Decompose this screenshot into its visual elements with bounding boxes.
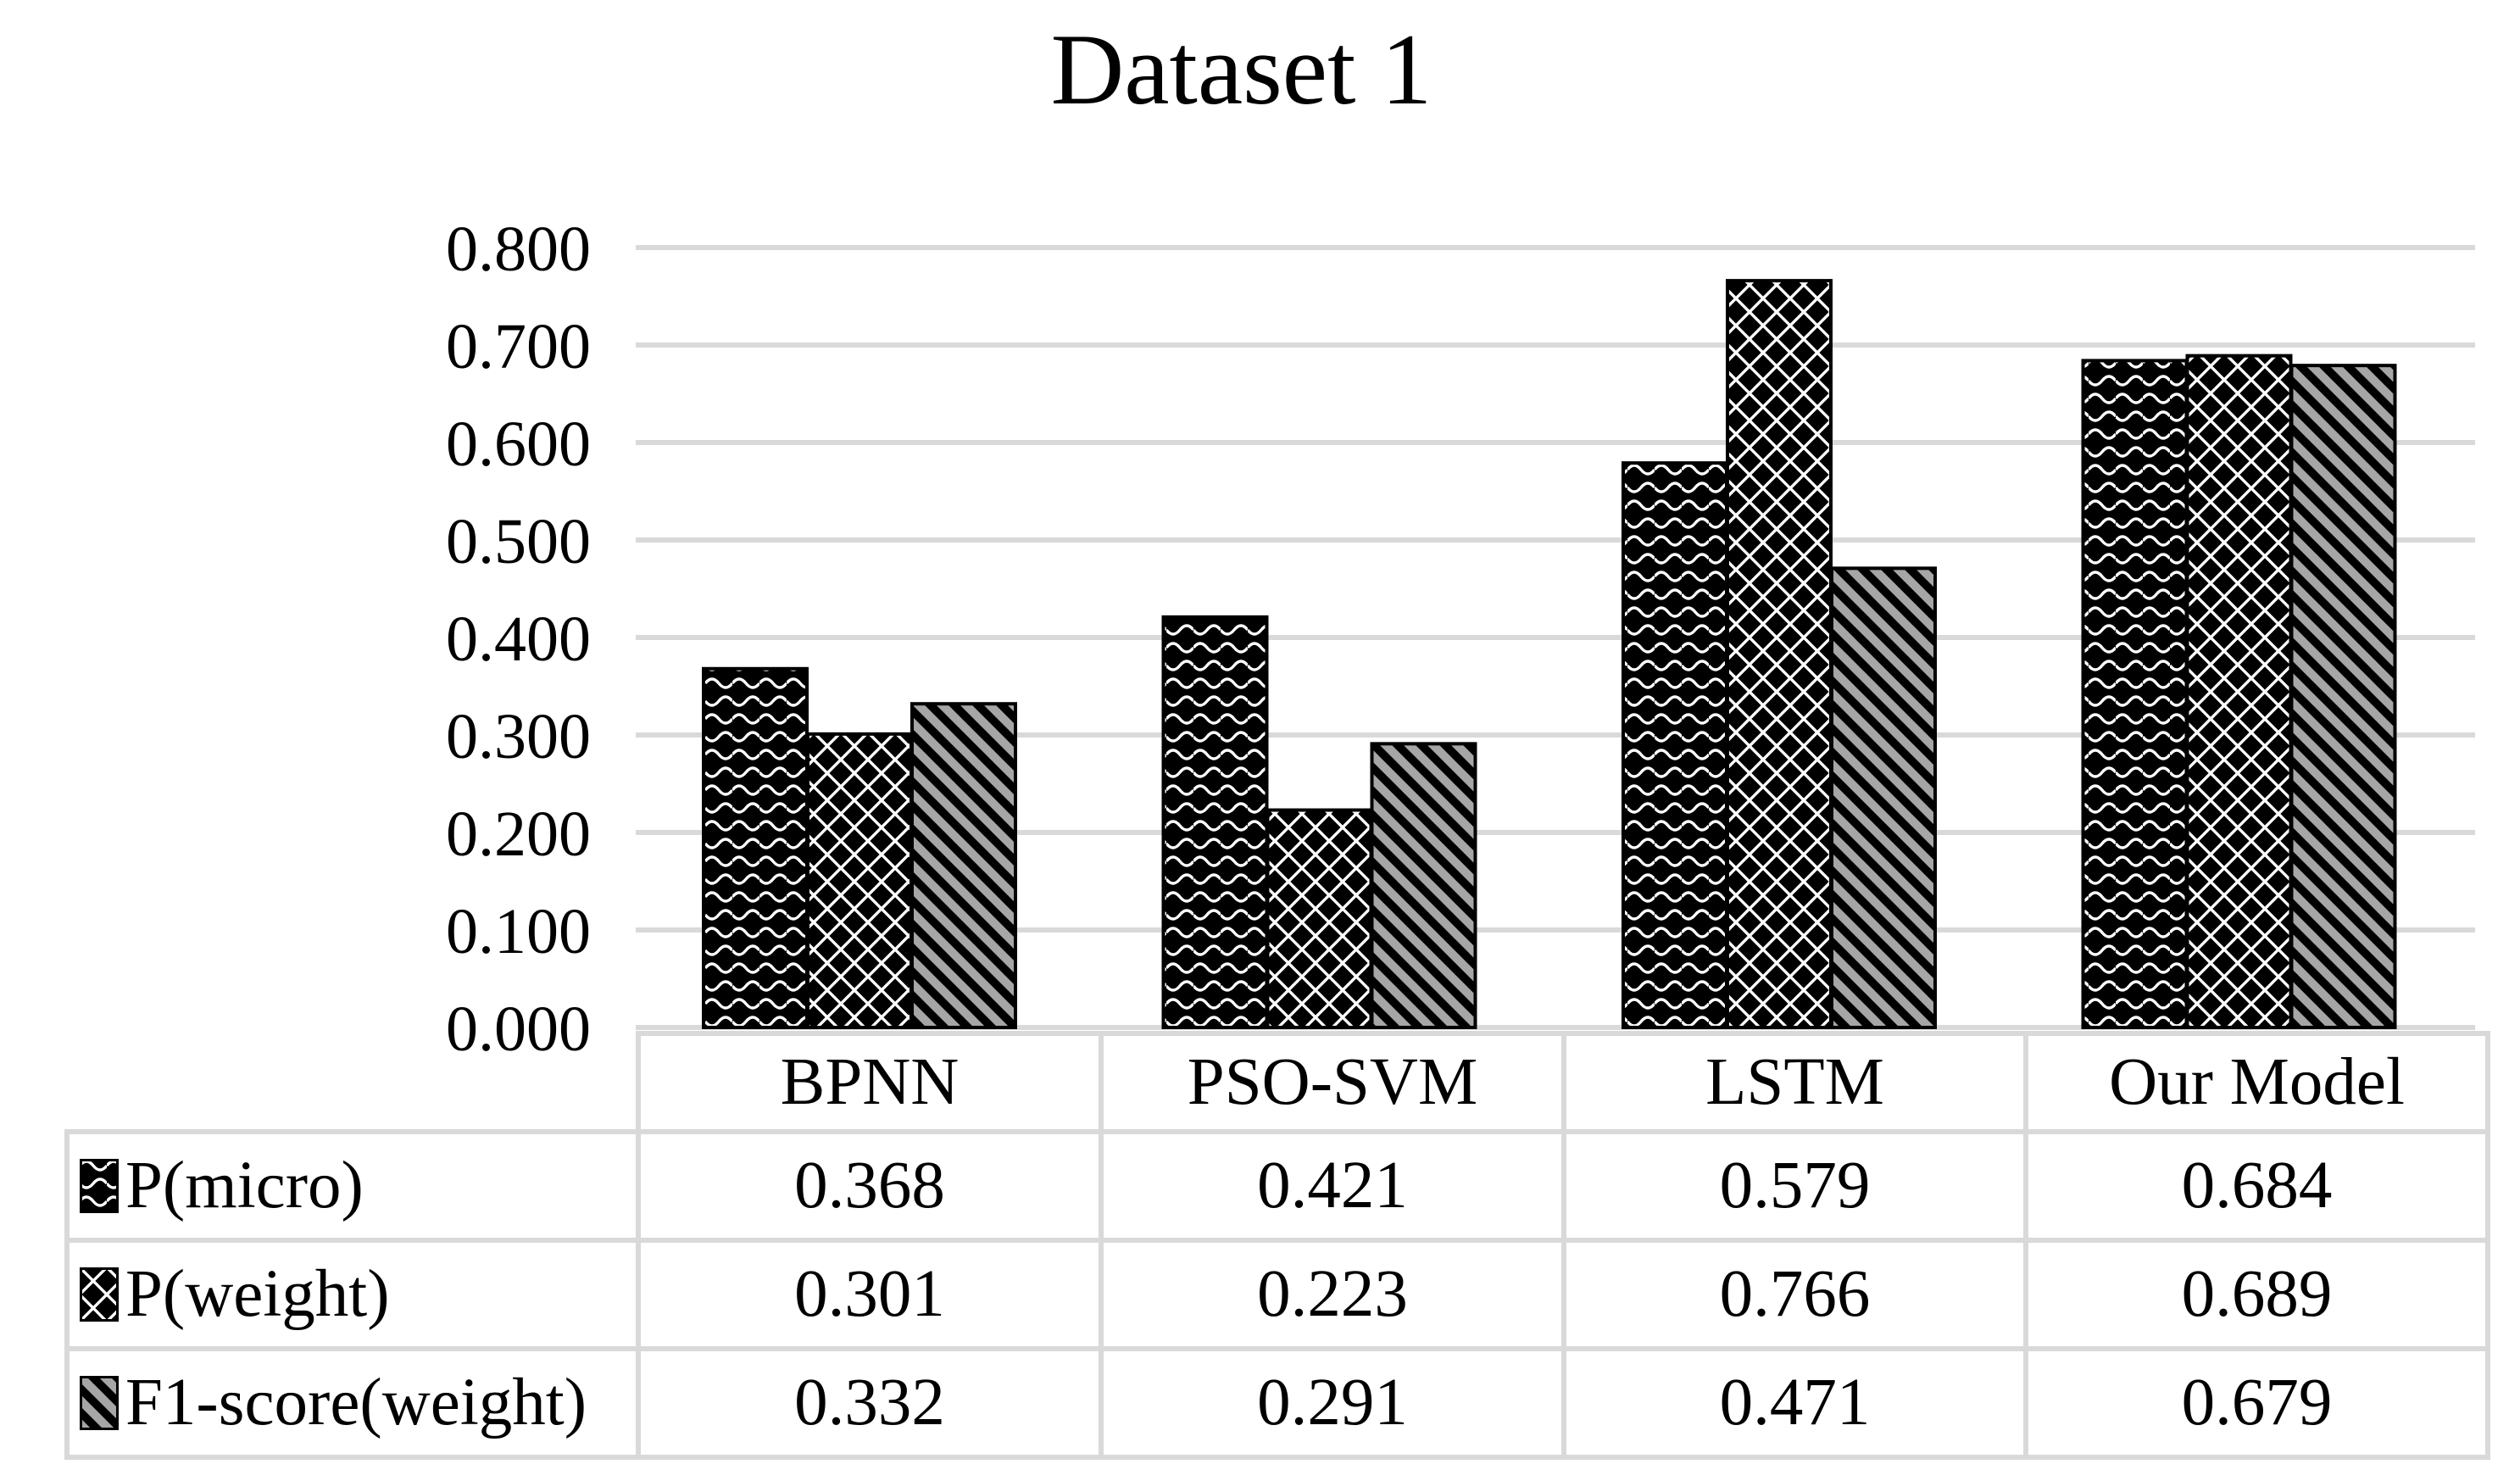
wave-pattern-icon <box>80 1159 119 1213</box>
legend-cell-P(micro): P(micro) <box>64 1129 641 1243</box>
y-axis-tick-label: 0.800 <box>446 214 591 285</box>
column-header-LSTM: LSTM <box>1561 1031 2028 1134</box>
diagonal-stripe-pattern-icon <box>80 1376 119 1430</box>
bar-F1-score(weight)-Our Model <box>2289 364 2397 1029</box>
bar-P(weight)-Our Model <box>2185 354 2293 1029</box>
table-row-P(weight): P(weight) 0.301 0.223 0.766 0.689 <box>64 1238 2490 1351</box>
value-cell-P(micro)-Our Model: 0.684 <box>2023 1129 2490 1243</box>
chart-data-table: BPNN PSO-SVM LSTM Our Model P(micro) 0.368 0.4… <box>64 1031 2490 1460</box>
y-axis-tick-label: 0.100 <box>446 896 591 967</box>
column-header-PSO-SVM: PSO-SVM <box>1099 1031 1566 1134</box>
value-cell-F1-score(weight)-PSO-SVM: 0.291 <box>1099 1346 1566 1460</box>
legend-label: F1-score(weight) <box>125 1366 587 1439</box>
y-axis-tick-label: 0.000 <box>446 994 591 1065</box>
bars <box>702 279 2397 1030</box>
value-cell-P(micro)-BPNN: 0.368 <box>636 1129 1104 1243</box>
legend-label: P(weight) <box>125 1257 390 1331</box>
chart-title: Dataset 1 <box>1050 13 1432 125</box>
bar-P(micro)-LSTM <box>1622 461 1728 1029</box>
bar-F1-score(weight)-BPNN <box>910 702 1017 1029</box>
bar-P(micro)-BPNN <box>702 666 809 1029</box>
diamond-crosshatch-pattern-icon <box>80 1267 119 1322</box>
y-axis-tick-label: 0.700 <box>446 311 591 382</box>
y-axis-tick-label: 0.200 <box>446 799 591 870</box>
value-cell-P(weight)-BPNN: 0.301 <box>636 1238 1104 1351</box>
value-cell-P(weight)-PSO-SVM: 0.223 <box>1099 1238 1566 1351</box>
table-header-row: BPNN PSO-SVM LSTM Our Model <box>67 1031 2490 1134</box>
bar-P(micro)-Our Model <box>2081 359 2189 1029</box>
legend-cell-F1-score(weight): F1-score(weight) <box>64 1346 641 1460</box>
bar-P(weight)-BPNN <box>806 732 913 1029</box>
value-cell-P(micro)-LSTM: 0.579 <box>1561 1129 2028 1243</box>
column-header-Our Model: Our Model <box>2023 1031 2490 1134</box>
bar-F1-score(weight)-LSTM <box>1830 566 1937 1029</box>
y-axis-tick-label: 0.300 <box>446 701 591 772</box>
bar-P(weight)-LSTM <box>1726 279 1833 1030</box>
y-axis-tick-label: 0.400 <box>446 604 591 675</box>
legend-cell-P(weight): P(weight) <box>64 1238 641 1351</box>
table-row-P(micro): P(micro) 0.368 0.421 0.579 0.684 <box>64 1129 2490 1243</box>
bar-F1-score(weight)-PSO-SVM <box>1370 742 1477 1029</box>
value-cell-P(micro)-PSO-SVM: 0.421 <box>1099 1129 1566 1243</box>
value-cell-F1-score(weight)-Our Model: 0.679 <box>2023 1346 2490 1460</box>
y-axis-tick-labels: 0.000 0.100 0.200 0.300 0.400 0.500 0.600 0.700… <box>446 214 591 1065</box>
value-cell-F1-score(weight)-BPNN: 0.332 <box>636 1346 1104 1460</box>
legend-label: P(micro) <box>125 1149 364 1222</box>
bar-P(micro)-PSO-SVM <box>1161 615 1269 1029</box>
y-axis-tick-label: 0.500 <box>446 506 591 577</box>
value-cell-P(weight)-LSTM: 0.766 <box>1561 1238 2028 1351</box>
y-axis-tick-label: 0.600 <box>446 409 591 480</box>
value-cell-P(weight)-Our Model: 0.689 <box>2023 1238 2490 1351</box>
bar-P(weight)-PSO-SVM <box>1266 808 1373 1029</box>
column-header-BPNN: BPNN <box>636 1031 1104 1134</box>
table-row-F1-score(weight): F1-score(weight) 0.332 0.291 0.471 0.679 <box>64 1346 2490 1460</box>
table-stub-cell <box>67 1033 638 1132</box>
value-cell-F1-score(weight)-LSTM: 0.471 <box>1561 1346 2028 1460</box>
